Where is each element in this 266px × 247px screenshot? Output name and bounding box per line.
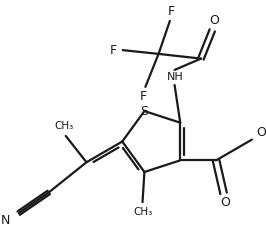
Text: F: F [167, 5, 174, 18]
Text: F: F [110, 44, 117, 57]
Text: O: O [221, 196, 230, 209]
Text: O: O [209, 14, 219, 27]
Text: S: S [140, 104, 148, 118]
Text: CH₃: CH₃ [54, 122, 73, 131]
Text: NH: NH [167, 72, 184, 82]
Text: N: N [1, 214, 10, 227]
Text: CH₃: CH₃ [133, 206, 152, 217]
Text: F: F [140, 90, 147, 103]
Text: O: O [256, 125, 266, 139]
